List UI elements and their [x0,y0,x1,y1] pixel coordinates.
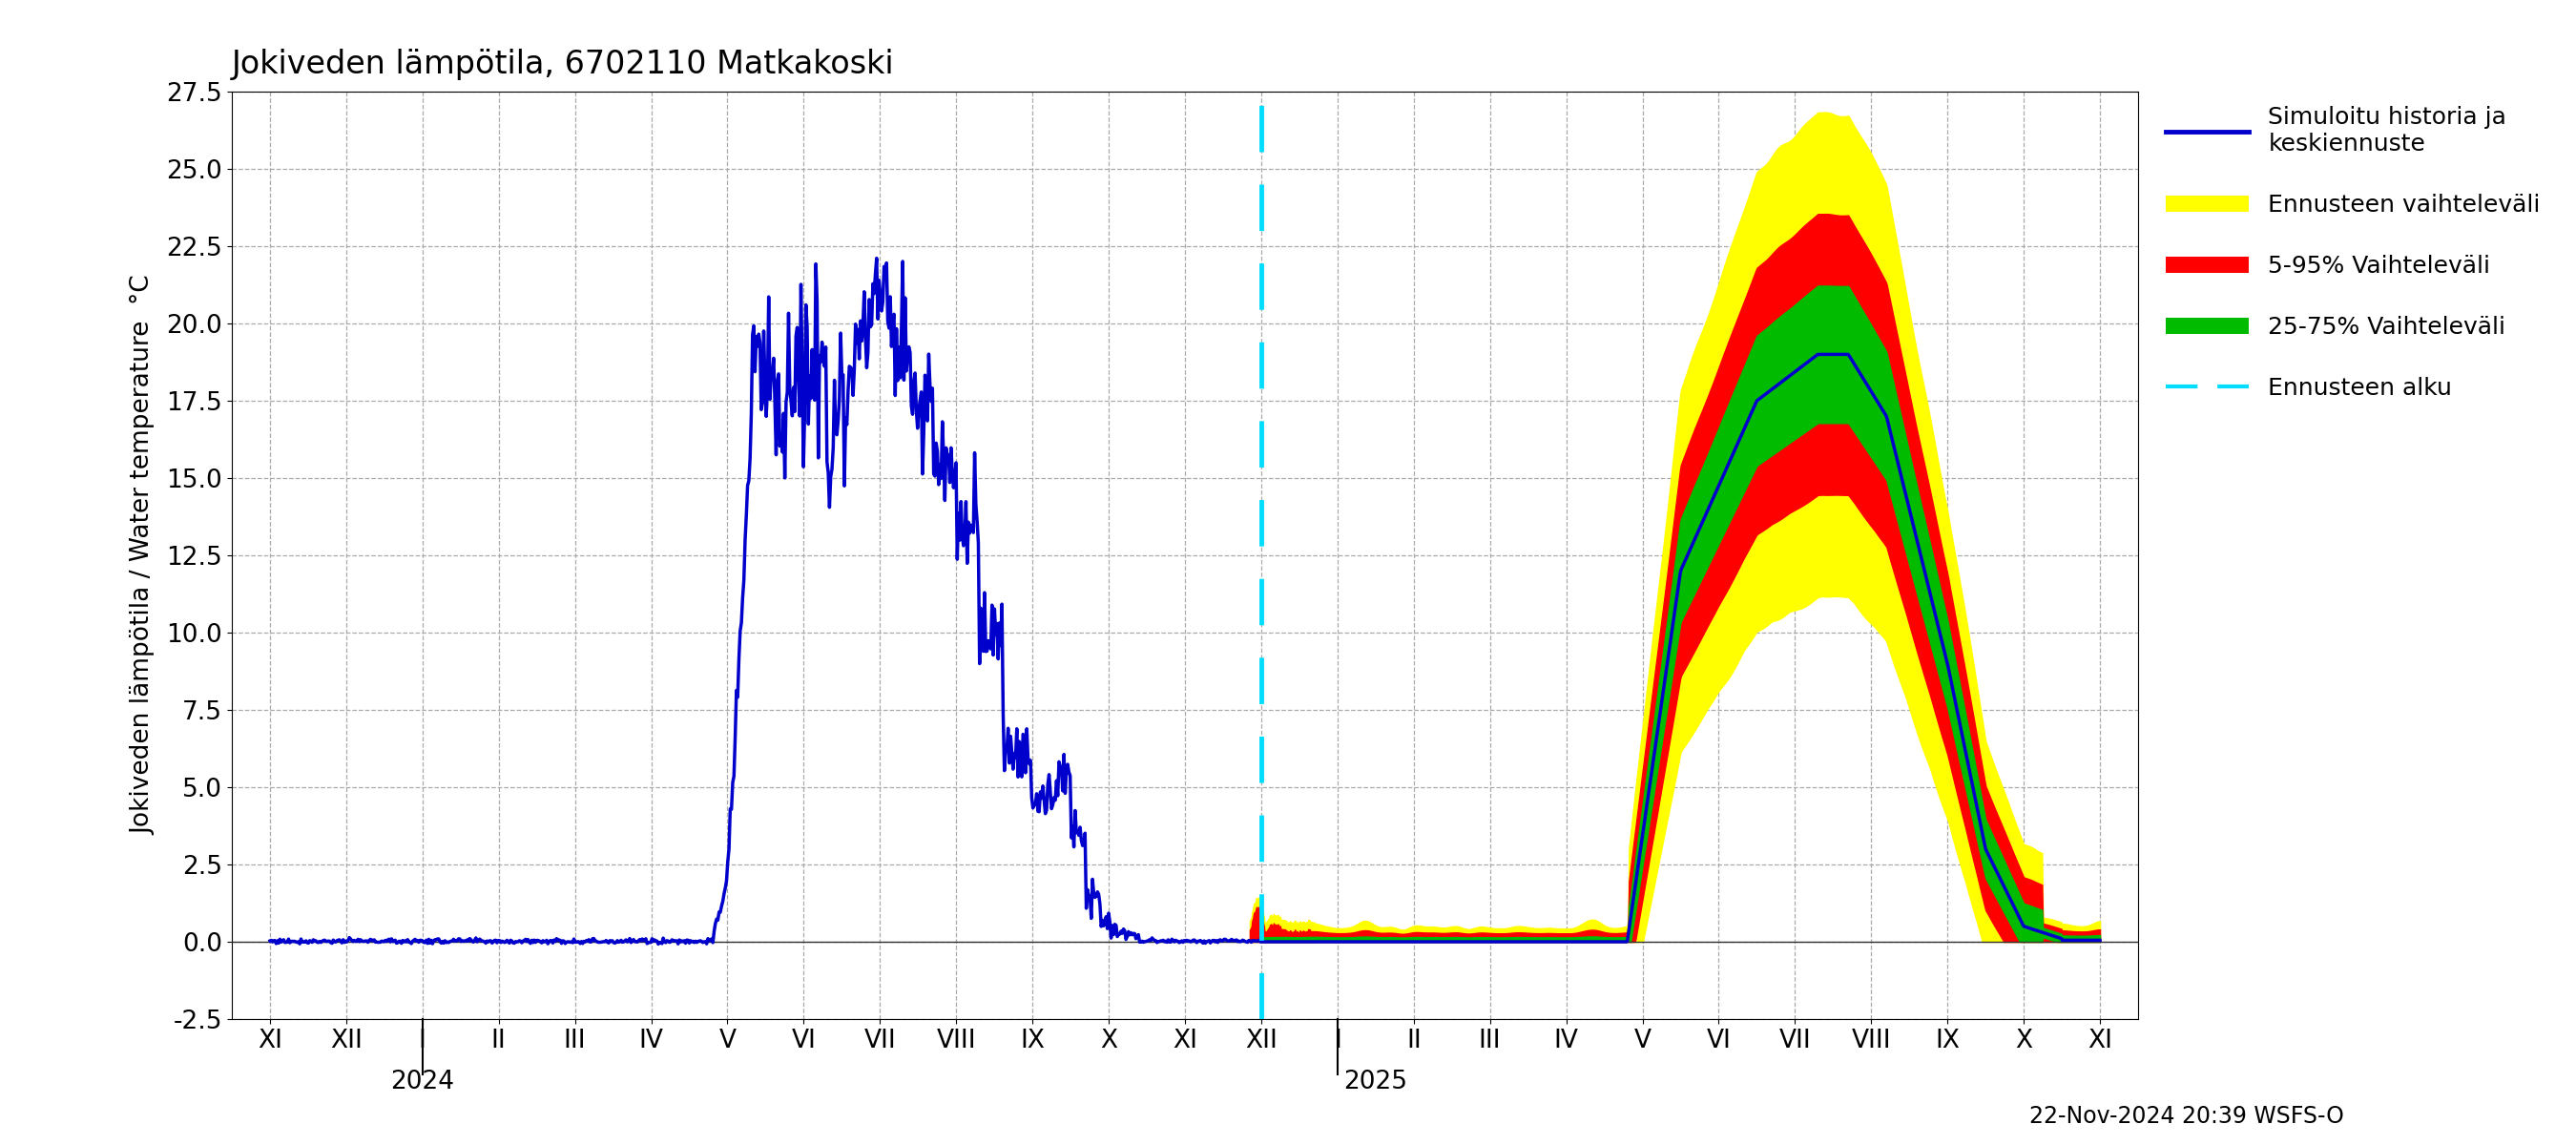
Y-axis label: Jokiveden lämpötila / Water temperature  °C: Jokiveden lämpötila / Water temperature … [131,276,157,835]
Legend: Simuloitu historia ja
keskiennuste, Ennusteen vaihteleväli, 5-95% Vaihteleväli, : Simuloitu historia ja keskiennuste, Ennu… [2154,94,2553,412]
Text: 2025: 2025 [1345,1069,1406,1095]
Text: Jokiveden lämpötila, 6702110 Matkakoski: Jokiveden lämpötila, 6702110 Matkakoski [232,48,894,80]
Text: 2024: 2024 [392,1069,453,1095]
Text: 22-Nov-2024 20:39 WSFS-O: 22-Nov-2024 20:39 WSFS-O [2030,1105,2344,1128]
